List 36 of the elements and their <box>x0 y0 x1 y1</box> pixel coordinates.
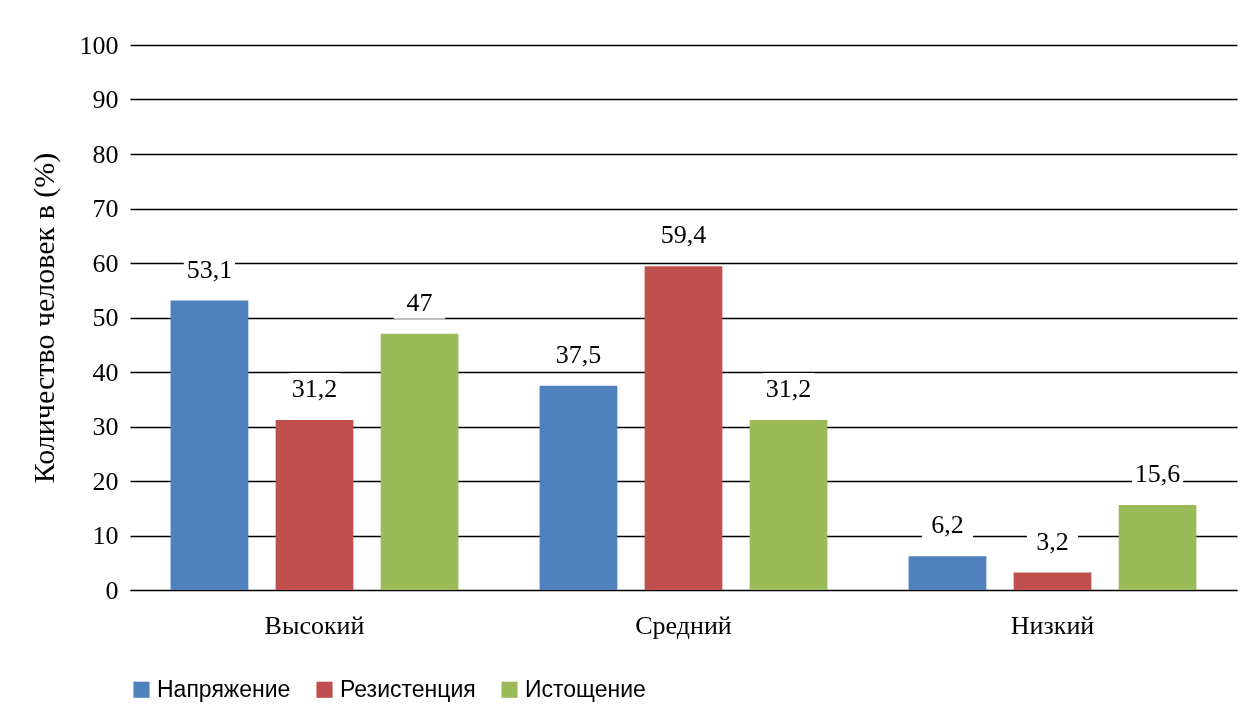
data-label: 47 <box>406 287 433 317</box>
legend-label: Резистенция <box>340 675 476 702</box>
data-label: 3,2 <box>1036 526 1069 556</box>
bar <box>170 300 249 590</box>
bar <box>644 266 723 590</box>
y-axis-title: Количество человек в (%) <box>26 152 61 484</box>
data-label: 59,4 <box>660 220 707 250</box>
bar <box>1118 504 1197 590</box>
data-label: 37,5 <box>555 339 602 369</box>
y-tick-label: 70 <box>92 194 119 223</box>
y-tick-label: 100 <box>79 30 119 60</box>
bar <box>908 556 987 590</box>
data-label: 53,1 <box>186 254 233 284</box>
x-tick-label: Высокий <box>264 610 365 640</box>
x-tick-label: Средний <box>635 610 732 640</box>
y-tick-label: 60 <box>92 248 119 278</box>
y-tick-label: 30 <box>92 412 119 441</box>
bar <box>380 333 459 590</box>
y-tick-label: 20 <box>92 466 119 496</box>
bar <box>275 419 354 590</box>
y-tick-label: 50 <box>92 303 119 332</box>
x-tick-label: Низкий <box>1010 610 1095 640</box>
y-tick-label: 10 <box>92 521 119 550</box>
y-tick-label: 40 <box>92 357 119 387</box>
legend-label: Истощение <box>525 675 646 702</box>
data-label: 31,2 <box>765 373 812 403</box>
y-tick-label: 90 <box>92 85 119 114</box>
data-label: 15,6 <box>1134 458 1181 488</box>
y-tick-label: 80 <box>92 139 119 169</box>
bar <box>749 419 828 590</box>
bar <box>1013 572 1092 590</box>
bar <box>539 385 618 590</box>
data-label: 31,2 <box>291 373 338 403</box>
data-label: 6,2 <box>931 510 964 540</box>
legend-label: Напряжение <box>157 675 291 702</box>
y-tick-label: 0 <box>105 575 119 605</box>
